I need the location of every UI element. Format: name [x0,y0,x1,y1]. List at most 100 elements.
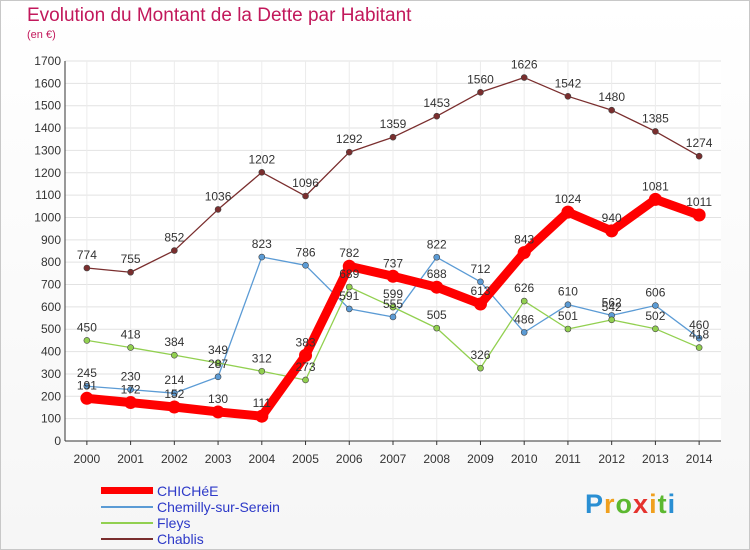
data-label-chichee: 1011 [686,195,712,209]
data-point-chemilly [520,329,528,336]
data-label-chichee: 383 [296,335,316,349]
data-point-chichee [167,400,181,414]
data-point-chichee [342,259,356,273]
data-point-chemilly [345,305,353,313]
data-label-chemilly: 822 [427,237,447,251]
data-point-chemilly [127,386,134,393]
data-point-chemilly [564,301,572,308]
y-tick-label: 200 [41,389,61,403]
data-point-chablis [652,128,659,135]
data-point-chablis [695,152,703,160]
y-tick-label: 700 [41,278,61,292]
data-label-fleys: 273 [296,360,316,374]
data-label-chichee: 737 [383,256,403,270]
data-point-chichee [648,192,662,206]
data-label-fleys: 599 [383,287,403,301]
data-label-fleys: 626 [514,281,534,295]
data-label-fleys: 326 [470,348,490,362]
y-tick-label: 400 [41,345,61,359]
data-point-fleys [608,316,615,324]
data-label-chemilly: 230 [121,370,141,384]
legend-item-chablis: Chablis [101,531,431,547]
data-label-chemilly: 555 [383,297,403,311]
data-label-chemilly: 591 [339,289,359,303]
x-tick-label: 2000 [74,452,101,466]
y-tick-label: 1700 [34,54,61,68]
y-tick-label: 1500 [34,99,61,113]
data-label-chemilly: 823 [252,237,272,251]
x-tick-label: 2008 [423,452,450,466]
data-label-chablis: 1560 [467,72,494,86]
data-label-chablis: 1202 [248,152,275,166]
data-point-chablis [171,247,178,254]
data-point-chemilly [214,373,222,381]
data-point-chichee [561,205,575,219]
chart-legend: CHICHéE Chemilly-sur-Serein Fleys Chabli… [101,483,431,547]
data-label-chemilly: 214 [164,373,184,387]
legend-label-chichee: CHICHéE [157,483,219,499]
y-tick-label: 1100 [35,188,61,202]
data-label-chablis: 1292 [336,132,363,146]
data-label-chablis: 1274 [686,136,713,150]
y-tick-label: 800 [41,255,61,269]
data-label-chichee: 191 [77,378,97,392]
y-tick-label: 1200 [34,166,61,180]
data-label-chichee: 613 [470,284,490,298]
data-point-chichee [255,409,269,423]
x-tick-label: 2011 [555,452,581,466]
data-label-chemilly: 486 [514,312,534,326]
data-label-chablis: 1036 [205,189,232,203]
data-point-chemilly [433,253,441,261]
chart-title: Evolution du Montant de la Dette par Hab… [27,5,412,26]
data-label-chablis: 1626 [511,58,538,72]
data-point-chablis [433,112,441,120]
data-label-chemilly: 786 [296,245,316,259]
data-label-fleys: 501 [558,309,578,323]
data-label-chichee: 130 [208,392,228,406]
data-point-fleys [171,351,178,359]
data-label-chablis: 774 [77,248,97,262]
y-tick-label: 1600 [34,76,61,90]
data-label-fleys: 384 [164,335,184,349]
data-point-chemilly [389,313,397,321]
data-point-chablis [520,74,528,81]
data-label-fleys: 505 [427,308,447,322]
data-point-chichee [211,405,225,419]
x-tick-label: 2013 [642,452,669,466]
data-label-chemilly: 562 [602,295,622,309]
legend-swatch-fleys [101,522,153,524]
data-label-chemilly: 287 [208,357,228,371]
data-label-chemilly: 460 [689,318,709,332]
data-point-chichee [473,297,487,311]
data-point-chichee [299,348,313,362]
legend-swatch-chablis [101,538,153,540]
data-point-chemilly [83,382,91,390]
data-point-chemilly [258,253,266,261]
x-tick-label: 2002 [161,452,188,466]
data-label-fleys: 502 [645,309,665,323]
data-point-chichee [517,246,531,260]
data-label-chemilly: 712 [470,262,490,276]
legend-swatch-chichee [101,487,153,494]
legend-label-chemilly: Chemilly-sur-Serein [157,499,280,515]
y-tick-label: 500 [41,322,61,336]
data-point-chemilly [695,334,703,342]
x-tick-label: 2006 [336,452,363,466]
data-point-fleys [695,344,703,351]
data-label-chablis: 755 [121,252,141,266]
data-label-fleys: 418 [689,328,709,342]
y-tick-label: 100 [41,412,61,426]
data-point-chablis [564,93,572,100]
data-label-fleys: 450 [77,320,97,334]
data-point-chichee [692,208,706,222]
y-tick-label: 1300 [34,143,61,157]
legend-swatch-chemilly [101,506,153,508]
y-tick-label: 300 [41,367,61,381]
x-tick-label: 2010 [511,452,538,466]
data-point-fleys [520,297,528,305]
data-label-chemilly: 606 [645,286,665,300]
data-point-chablis [477,88,484,96]
legend-item-chichee: CHICHéE [101,483,431,499]
data-label-chichee: 1024 [555,192,582,206]
